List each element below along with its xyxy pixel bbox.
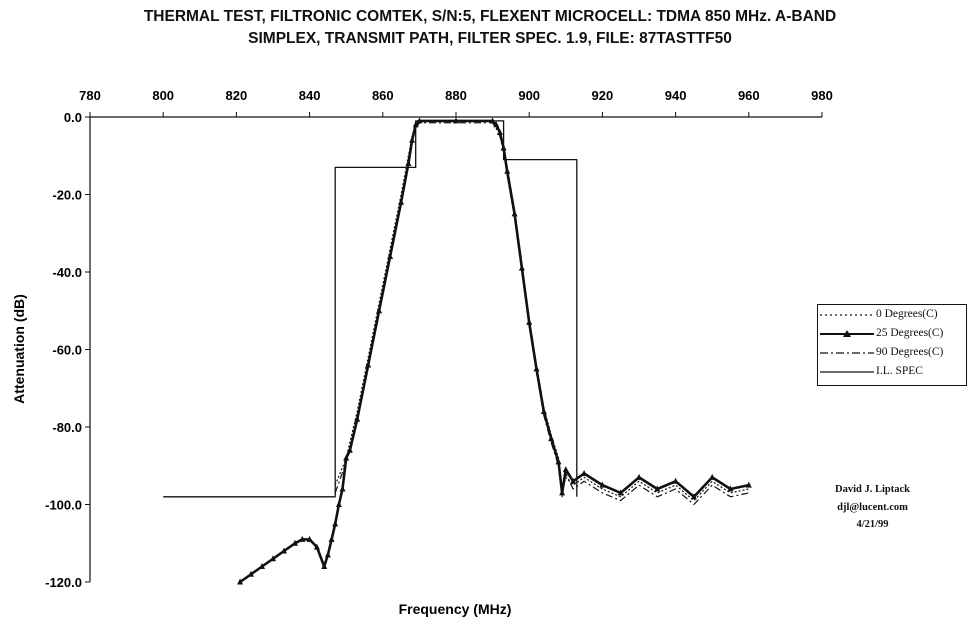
data-point-marker (321, 563, 328, 569)
series-line-3 (163, 120, 578, 498)
x-tick-label: 920 (592, 88, 614, 103)
y-tick-label: -60.0 (52, 343, 82, 358)
data-point-marker (313, 543, 320, 550)
data-point-marker (280, 547, 287, 554)
x-tick-label: 820 (226, 88, 248, 103)
tick-labels: 780 800 820 840 860 880 900 920 940 960 980 0.0 -20.… (45, 88, 833, 590)
data-point-marker (376, 307, 383, 314)
y-tick-label: 0.0 (64, 110, 82, 125)
legend-label-0c: 0 Degrees(C) (876, 308, 938, 320)
data-point-marker (324, 551, 331, 558)
data-point-marker (599, 481, 606, 488)
legend-label-spec: I.L. SPEC (876, 365, 923, 377)
legend-label-25c: 25 Degrees(C) (876, 327, 944, 339)
data-point-marker (365, 361, 372, 368)
chart-title-line-2: SIMPLEX, TRANSMIT PATH, FILTER SPEC. 1.9… (248, 30, 732, 47)
data-point-marker (540, 408, 547, 414)
legend-item-25c: 25 Degrees(C) (818, 325, 966, 343)
x-tick-label: 780 (79, 88, 101, 103)
y-tick-label: -40.0 (52, 265, 82, 280)
data-point-marker (493, 121, 500, 128)
data-point-marker (511, 210, 518, 217)
credit-email: djl@lucent.com (837, 502, 908, 513)
x-tick-label: 860 (372, 88, 394, 103)
series-line-2 (334, 122, 749, 506)
series-line-0 (334, 120, 749, 502)
x-tick-label: 840 (299, 88, 321, 103)
legend-swatch-dash-dot (820, 352, 874, 354)
data-point-marker (570, 477, 577, 484)
y-tick-label: -20.0 (52, 188, 82, 203)
data-point-marker (398, 198, 405, 205)
x-axis-label: Frequency (MHz) (399, 601, 512, 617)
data-point-marker (727, 485, 734, 492)
data-point-marker (745, 481, 752, 488)
legend-swatch-triangle (820, 330, 874, 337)
data-point-marker (548, 435, 555, 442)
data-point-marker (636, 473, 642, 480)
data-point-marker (581, 470, 588, 476)
data-point-marker (562, 466, 569, 473)
data-point-marker (332, 520, 339, 527)
data-point-marker (299, 535, 306, 542)
legend: 0 Degrees(C) 25 Degrees(C) 90 Degrees(C)… (817, 304, 967, 386)
data-point-marker (339, 485, 346, 492)
data-point-marker (259, 563, 266, 569)
credit-name: David J. Liptack (835, 484, 910, 495)
legend-item-0c: 0 Degrees(C) (818, 306, 966, 324)
credit-date: 4/21/99 (856, 519, 889, 530)
data-point-marker (690, 493, 697, 500)
x-tick-label: 880 (445, 88, 467, 103)
data-point-marker (248, 570, 255, 577)
y-tick-label: -80.0 (52, 420, 82, 435)
y-tick-label: -100.0 (45, 498, 82, 513)
series-line-1 (239, 119, 750, 584)
data-point-marker (672, 477, 679, 484)
data-point-marker (654, 485, 661, 492)
x-tick-label: 960 (738, 88, 760, 103)
data-point-marker (237, 578, 244, 585)
legend-item-spec: I.L. SPEC (818, 363, 966, 381)
legend-swatch-solid (820, 371, 874, 373)
data-point-marker (270, 555, 276, 562)
y-tick-label: -120.0 (45, 575, 82, 590)
data-point-marker (504, 167, 511, 174)
data-point-marker (328, 535, 335, 542)
chart-title-line-1: THERMAL TEST, FILTRONIC COMTEK, S/N:5, F… (143, 8, 837, 25)
data-point-marker (405, 160, 412, 166)
x-tick-label: 980 (811, 88, 833, 103)
x-tick-label: 800 (152, 88, 174, 103)
data-point-marker (533, 365, 540, 372)
data-point-marker (343, 454, 350, 461)
axes (85, 112, 823, 583)
data-point-marker (335, 501, 342, 507)
y-axis-label: Attenuation (dB) (11, 294, 27, 404)
legend-swatch-dotted (820, 314, 874, 316)
legend-label-90c: 90 Degrees(C) (876, 346, 944, 358)
data-point-marker (291, 539, 298, 546)
legend-item-90c: 90 Degrees(C) (818, 344, 966, 362)
data-point-marker (306, 535, 313, 542)
data-point-marker (709, 473, 716, 480)
x-tick-label: 900 (518, 88, 540, 103)
x-tick-label: 940 (665, 88, 687, 103)
data-point-marker (617, 489, 624, 496)
series-layer (163, 117, 752, 585)
